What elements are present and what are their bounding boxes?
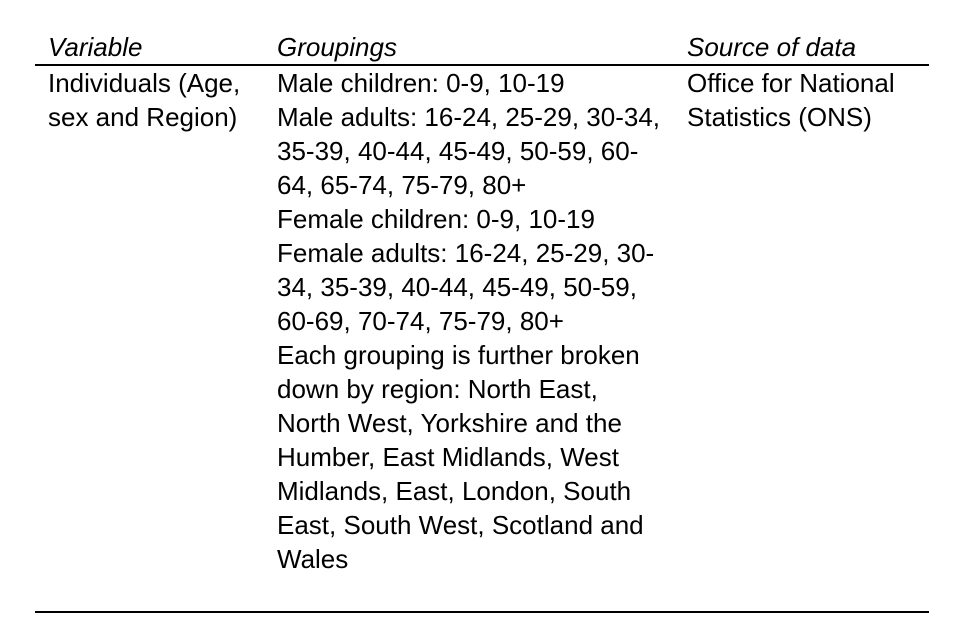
text-line: Female adults: 16-24, 25-29, 30- [277, 238, 655, 268]
text-line: Humber, East Midlands, West [277, 442, 619, 472]
text-line: North West, Yorkshire and the [277, 408, 622, 438]
text-line: Each grouping is further broken [277, 340, 640, 370]
text-line: Individuals (Age, [48, 68, 241, 98]
data-source-table: Variable Groupings Source of data Indivi… [35, 30, 929, 613]
cell-source-of-data: Office for National Statistics (ONS) [674, 65, 929, 612]
table-header-row: Variable Groupings Source of data [35, 30, 929, 66]
text-line: 35-39, 40-44, 45-49, 50-59, 60- [277, 136, 639, 166]
table-row: Individuals (Age, sex and Region) Male ch… [35, 65, 929, 612]
column-header-source-of-data: Source of data [674, 30, 929, 66]
text-line: down by region: North East, [277, 374, 598, 404]
text-line: 64, 65-74, 75-79, 80+ [277, 170, 527, 200]
column-header-variable: Variable [35, 30, 264, 66]
text-line: East, South West, Scotland and [277, 510, 644, 540]
cell-groupings: Male children: 0-9, 10-19 Male adults: 16… [264, 65, 674, 612]
cell-variable: Individuals (Age, sex and Region) [35, 65, 264, 612]
text-line: Office for National [687, 68, 895, 98]
text-line: 34, 35-39, 40-44, 45-49, 50-59, [277, 272, 637, 302]
text-line: Male children: 0-9, 10-19 [277, 68, 565, 98]
text-line: sex and Region) [48, 102, 238, 132]
text-line: Female children: 0-9, 10-19 [277, 204, 595, 234]
column-header-groupings: Groupings [264, 30, 674, 66]
text-line: Male adults: 16-24, 25-29, 30-34, [277, 102, 661, 132]
text-line: Statistics (ONS) [687, 102, 872, 132]
text-line: Midlands, East, London, South [277, 476, 632, 506]
text-line: 60-69, 70-74, 75-79, 80+ [277, 306, 564, 336]
text-line: Wales [277, 544, 349, 574]
